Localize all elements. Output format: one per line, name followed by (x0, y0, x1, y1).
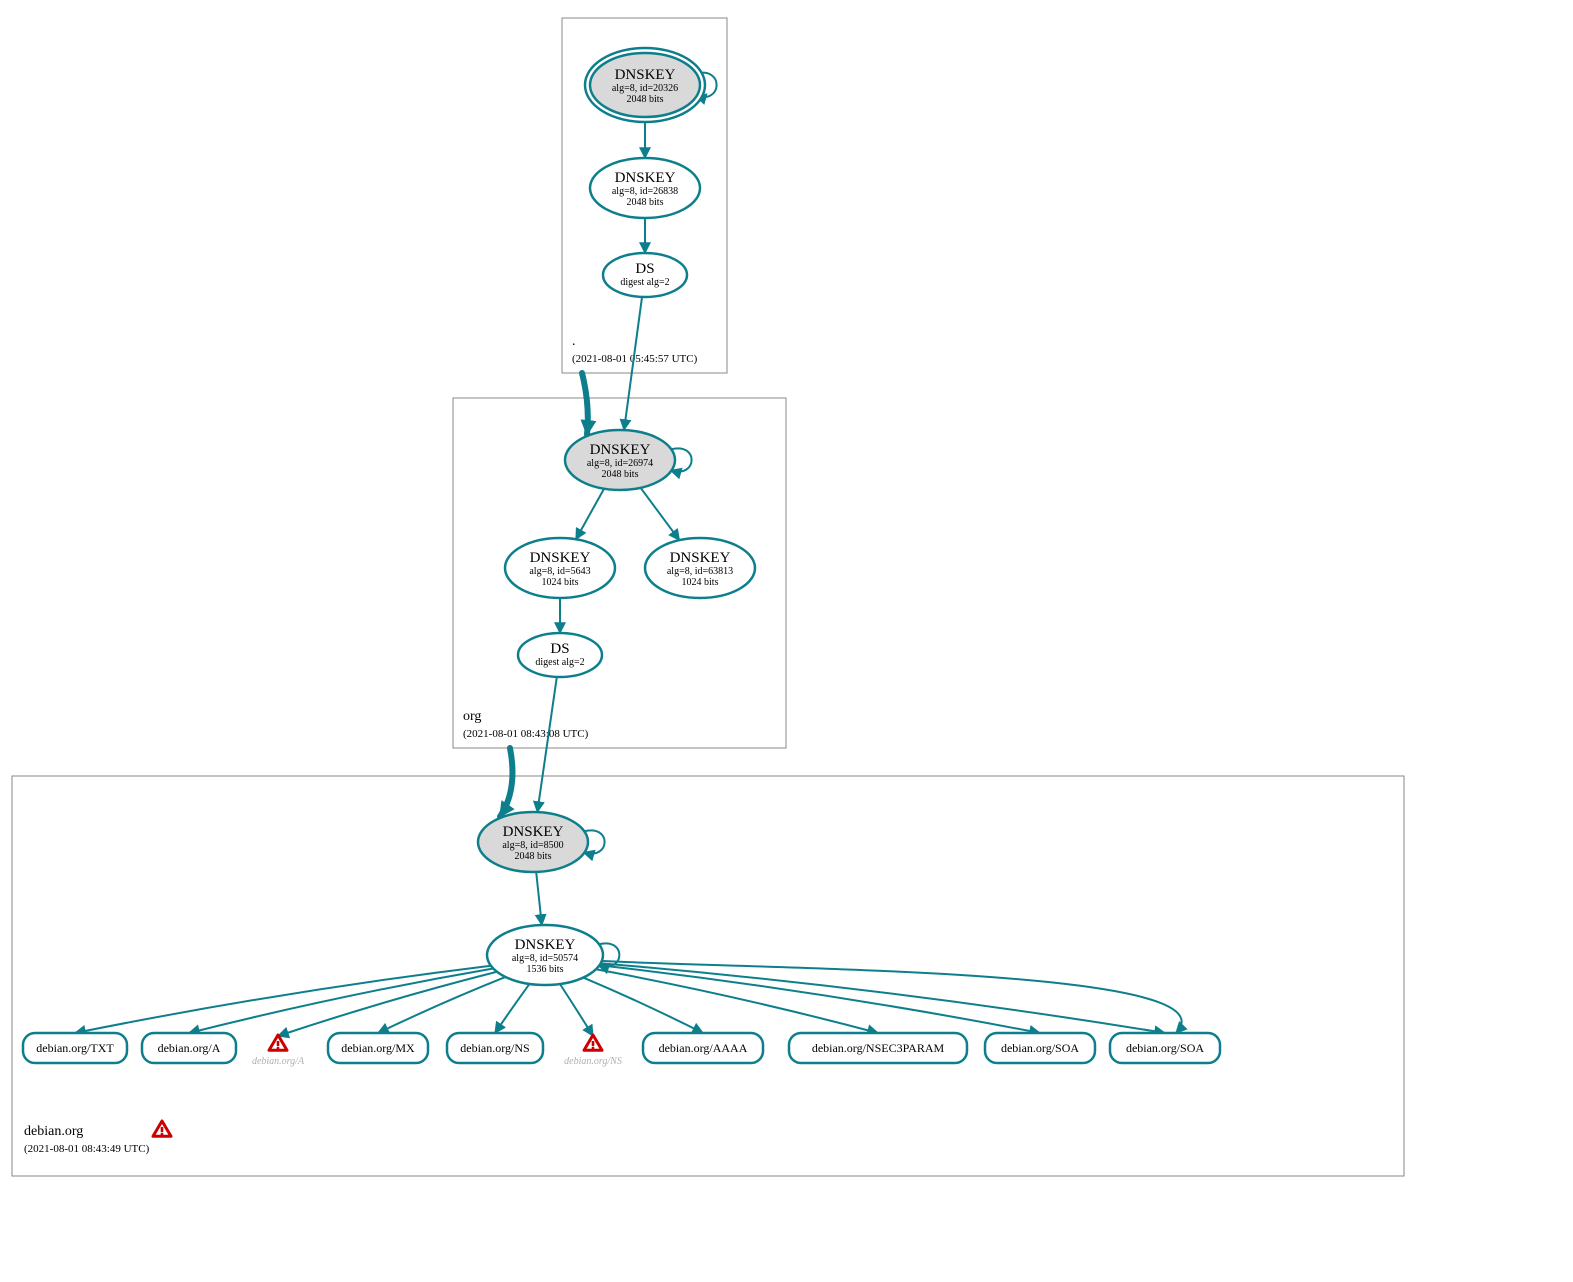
leaf-l-ns: debian.org/NS (447, 1033, 543, 1063)
zone-label-root: . (572, 334, 576, 349)
dnssec-diagram: .(2021-08-01 05:45:57 UTC)org(2021-08-01… (0, 0, 1573, 1282)
node-line3-org-zsk1: 1024 bits (542, 577, 579, 588)
leaf-l-soa2: debian.org/SOA (1110, 1033, 1220, 1063)
node-line2-root-zsk: alg=8, id=26838 (612, 186, 678, 197)
warning-w-ns (584, 1035, 602, 1050)
nodes-layer: DNSKEYalg=8, id=203262048 bitsDNSKEYalg=… (23, 48, 1220, 1067)
leaf-label-l-nsec: debian.org/NSEC3PARAM (812, 1041, 945, 1055)
edge-deb-ksk-deb-zsk (536, 872, 542, 925)
leaf-label-l-aaaa: debian.org/AAAA (659, 1041, 748, 1055)
node-root-ds: DSdigest alg=2 (603, 253, 687, 297)
node-title-org-zsk2: DNSKEY (670, 550, 731, 566)
node-org-ksk: DNSKEYalg=8, id=269742048 bits (565, 430, 675, 490)
edge-org-ksk-org-zsk2 (641, 488, 680, 540)
edge-org-ksk-org-zsk1 (576, 489, 604, 540)
node-line2-root-ds: digest alg=2 (620, 277, 669, 288)
node-line2-deb-ksk: alg=8, id=8500 (502, 840, 563, 851)
node-org-zsk1: DNSKEYalg=8, id=56431024 bits (505, 538, 615, 598)
leaf-l-soa1: debian.org/SOA (985, 1033, 1095, 1063)
leaf-label-l-soa1: debian.org/SOA (1001, 1041, 1079, 1055)
node-org-zsk2: DNSKEYalg=8, id=638131024 bits (645, 538, 755, 598)
node-title-org-ksk: DNSKEY (590, 442, 651, 458)
leaf-label-l-ns: debian.org/NS (460, 1041, 529, 1055)
zone-edge-root (582, 373, 588, 435)
node-line3-root-zsk: 2048 bits (627, 197, 664, 208)
node-title-deb-zsk: DNSKEY (515, 937, 576, 953)
edge-org-ds-deb-ksk (537, 677, 557, 812)
leaf-l-txt: debian.org/TXT (23, 1033, 127, 1063)
leaf-l-mx: debian.org/MX (328, 1033, 428, 1063)
warning-label-w-ns: debian.org/NS (564, 1056, 622, 1067)
zone-timestamp-debian: (2021-08-01 08:43:49 UTC) (24, 1143, 150, 1155)
leaf-l-a: debian.org/A (142, 1033, 236, 1063)
leaf-label-l-a: debian.org/A (158, 1041, 221, 1055)
node-line2-org-zsk1: alg=8, id=5643 (529, 566, 590, 577)
zone-debian: debian.org (2021-08-01 08:43:49 UTC) (12, 776, 1404, 1176)
node-root-zsk: DNSKEYalg=8, id=268382048 bits (590, 158, 700, 218)
fan-edge-w-ns (560, 984, 593, 1036)
zone-label-org: org (463, 709, 481, 724)
node-title-org-ds: DS (550, 641, 569, 657)
node-line3-deb-zsk: 1536 bits (527, 964, 564, 975)
fan-edge-l-ns (495, 984, 529, 1033)
zone-label-debian: debian.org (24, 1124, 83, 1139)
node-line2-root-ksk: alg=8, id=20326 (612, 83, 678, 94)
node-deb-ksk: DNSKEYalg=8, id=85002048 bits (478, 812, 588, 872)
leaf-label-l-mx: debian.org/MX (341, 1041, 415, 1055)
node-root-ksk: DNSKEYalg=8, id=203262048 bits (585, 48, 705, 122)
fan-edge-l-soa2 (601, 963, 1165, 1033)
node-title-org-zsk1: DNSKEY (530, 550, 591, 566)
leaf-l-nsec: debian.org/NSEC3PARAM (789, 1033, 967, 1063)
node-line2-org-zsk2: alg=8, id=63813 (667, 566, 733, 577)
node-title-root-ksk: DNSKEY (615, 67, 676, 83)
leaf-label-l-txt: debian.org/TXT (36, 1041, 114, 1055)
warning-label-w-a: debian.org/A (252, 1056, 305, 1067)
node-line3-org-zsk2: 1024 bits (682, 577, 719, 588)
fan-edge-l-aaaa (583, 978, 703, 1033)
leaf-l-aaaa: debian.org/AAAA (643, 1033, 763, 1063)
warning-w-a (269, 1035, 287, 1050)
zone-timestamp-org: (2021-08-01 08:43:08 UTC) (463, 728, 589, 740)
zone-warning-debian (153, 1121, 171, 1136)
node-line3-org-ksk: 2048 bits (602, 469, 639, 480)
leaf-label-l-soa2: debian.org/SOA (1126, 1041, 1204, 1055)
node-line2-deb-zsk: alg=8, id=50574 (512, 953, 578, 964)
node-line2-org-ksk: alg=8, id=26974 (587, 458, 653, 469)
fan-edge-l-txt (75, 966, 491, 1033)
node-title-deb-ksk: DNSKEY (503, 824, 564, 840)
node-title-root-ds: DS (635, 261, 654, 277)
node-line3-deb-ksk: 2048 bits (515, 851, 552, 862)
node-deb-zsk: DNSKEYalg=8, id=505741536 bits (487, 925, 603, 985)
node-title-root-zsk: DNSKEY (615, 170, 676, 186)
node-org-ds: DSdigest alg=2 (518, 633, 602, 677)
node-line3-root-ksk: 2048 bits (627, 94, 664, 105)
node-line2-org-ds: digest alg=2 (535, 657, 584, 668)
zone-edge-org (500, 748, 512, 817)
